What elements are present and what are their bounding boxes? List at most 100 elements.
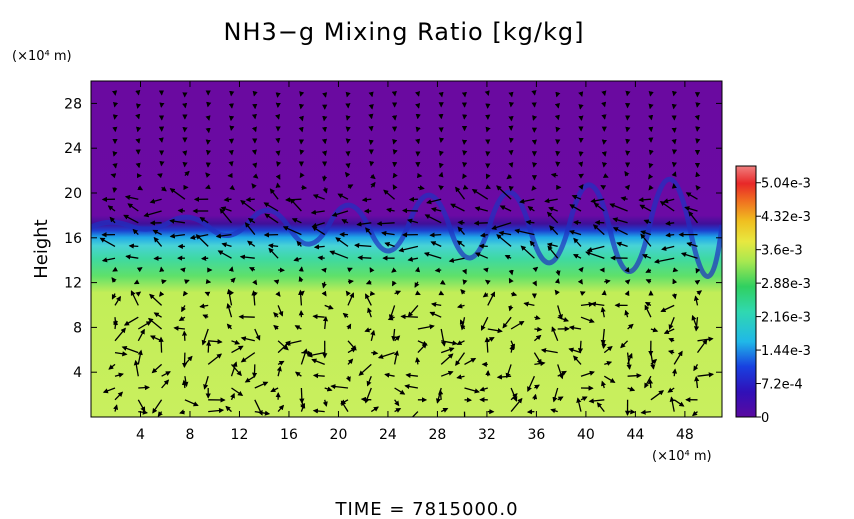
wind-arrow <box>135 291 142 297</box>
wind-arrow <box>130 290 139 306</box>
wind-arrow <box>239 254 255 260</box>
wind-arrow <box>149 293 163 306</box>
y-tick-label: 20 <box>64 186 82 202</box>
wind-arrow <box>688 210 699 224</box>
wind-arrow <box>215 233 232 239</box>
wind-arrow <box>182 150 188 157</box>
wind-arrow <box>484 336 490 353</box>
wind-arrow <box>616 241 628 248</box>
wind-arrow <box>179 267 186 273</box>
wind-arrow <box>360 396 372 402</box>
wind-arrow <box>672 90 678 97</box>
wind-arrow <box>671 103 677 110</box>
wind-arrow <box>230 277 236 284</box>
x-tick-label: 16 <box>280 427 298 443</box>
wind-arrow <box>601 90 607 97</box>
wind-arrow <box>596 402 605 413</box>
wind-arrow <box>576 397 582 412</box>
wind-arrow <box>285 340 302 346</box>
wind-arrow <box>361 197 372 203</box>
wind-arrow <box>365 293 372 306</box>
wind-arrow <box>499 205 512 212</box>
wind-arrow <box>640 230 652 236</box>
wind-arrow <box>152 229 162 236</box>
x-tick-label: 48 <box>676 427 694 443</box>
wind-arrow <box>251 290 257 306</box>
wind-arrow <box>482 292 489 298</box>
y-tick-label: 16 <box>64 231 82 247</box>
wind-arrow <box>644 375 652 389</box>
wind-arrow <box>693 317 700 332</box>
wind-arrow <box>478 243 488 249</box>
wind-arrow <box>546 242 558 248</box>
wind-arrow <box>381 230 395 236</box>
wind-arrow <box>438 290 445 296</box>
wind-arrow <box>479 386 488 392</box>
wind-arrow <box>337 193 349 200</box>
wind-arrow <box>392 138 398 145</box>
wind-arrow <box>423 251 442 259</box>
wind-arrow <box>322 315 329 330</box>
wind-arrow <box>438 171 444 178</box>
plot-frame <box>90 80 723 418</box>
wind-arrow <box>648 184 654 191</box>
x-tick-label: 44 <box>626 427 644 443</box>
wind-arrow <box>578 184 584 190</box>
wind-arrow <box>531 139 537 146</box>
wind-arrow <box>161 186 167 192</box>
wind-arrow <box>534 384 540 390</box>
wind-arrow <box>365 279 372 285</box>
wind-arrow <box>498 230 512 236</box>
wind-arrow <box>254 381 269 389</box>
wind-arrow <box>393 350 400 365</box>
wind-arrow <box>273 312 279 318</box>
wind-arrow <box>508 91 514 98</box>
wind-arrow <box>485 126 491 133</box>
wind-arrow <box>137 399 146 413</box>
wind-arrow <box>577 340 584 354</box>
wind-arrow <box>645 279 652 284</box>
wind-arrow <box>462 184 469 190</box>
wind-arrow <box>112 163 118 169</box>
wind-arrow <box>229 184 236 191</box>
wind-arrow <box>310 209 325 215</box>
wind-arrow <box>394 408 402 413</box>
wind-arrow <box>335 237 349 247</box>
wind-arrow <box>667 387 675 393</box>
y-axis: 4 8 12 16 20 24 28 <box>64 96 722 381</box>
colorbar-tick-label: 2.16e-3 <box>761 311 811 326</box>
wind-arrow <box>580 316 595 323</box>
wind-arrow <box>640 409 651 415</box>
wind-arrow <box>638 197 651 203</box>
wind-arrow <box>386 207 395 213</box>
wind-arrow <box>648 149 654 156</box>
wind-arrow <box>394 387 406 395</box>
wind-arrow <box>508 269 514 276</box>
wind-arrow <box>474 252 489 259</box>
wind-arrow <box>324 304 334 310</box>
wind-arrow <box>370 329 376 341</box>
wind-arrow <box>665 220 675 226</box>
wind-arrow <box>368 139 374 146</box>
wind-arrow <box>247 218 256 224</box>
wind-arrow <box>124 194 139 200</box>
wind-arrow <box>157 411 163 417</box>
wind-arrow <box>138 385 150 391</box>
y-axis-label: Height <box>31 219 52 279</box>
wind-arrow <box>273 324 279 331</box>
wind-arrow <box>401 208 418 214</box>
wind-arrow <box>231 339 241 345</box>
wind-arrow <box>459 319 466 330</box>
wind-arrow <box>400 314 418 320</box>
wind-arrow <box>376 220 395 227</box>
wind-arrow <box>347 358 354 365</box>
wind-arrow <box>153 236 163 247</box>
wind-arrow <box>153 312 162 318</box>
wind-arrow <box>147 317 163 330</box>
wind-arrow <box>573 219 582 226</box>
wind-arrow <box>252 162 258 169</box>
wind-arrow <box>184 170 190 177</box>
wind-arrow <box>158 336 164 353</box>
wind-arrow <box>245 196 255 203</box>
